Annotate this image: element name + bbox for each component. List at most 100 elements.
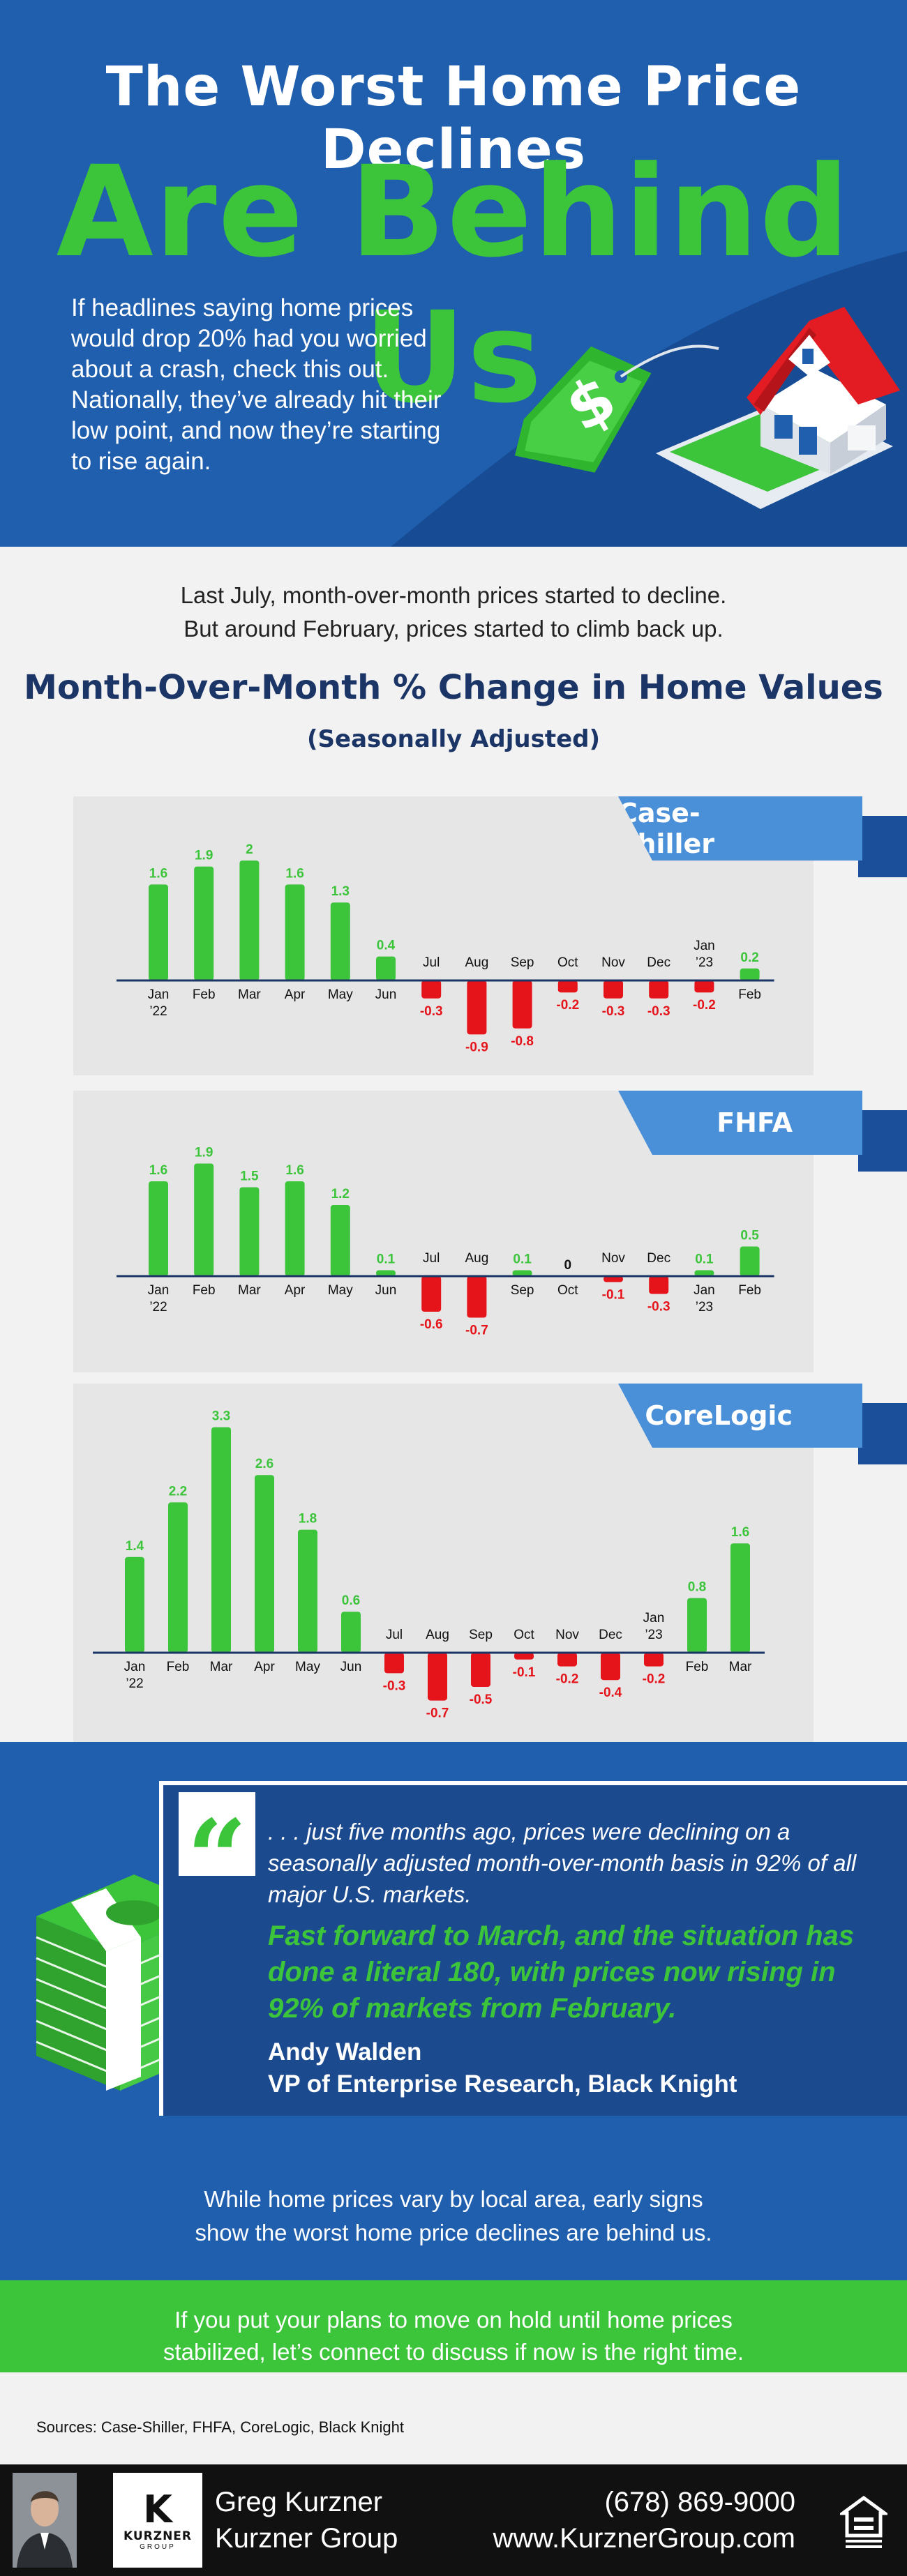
tick-label-1: Jan ’22 [124, 1660, 146, 1691]
data-label-4: 1.6 [285, 1163, 303, 1178]
badge-ribbon [858, 1110, 907, 1172]
bar-7 [421, 1276, 442, 1312]
quote-author: Andy Walden [268, 2038, 422, 2066]
data-label-11: -0.3 [602, 1004, 625, 1019]
bar-11 [557, 1653, 577, 1667]
bar-6 [376, 1270, 396, 1276]
bar-14 [740, 1246, 760, 1276]
badge-ribbon [858, 1403, 907, 1464]
data-label-3: 2 [246, 842, 253, 857]
quote-box: “ . . . just five months ago, prices wer… [159, 1781, 907, 2116]
data-label-3: 1.5 [240, 1169, 259, 1184]
chart-section-subtitle: (Seasonally Adjusted) [306, 725, 601, 753]
fhfa-badge: FHFA [618, 1091, 862, 1155]
bar-9 [512, 1270, 532, 1276]
closing-section [0, 2126, 907, 2280]
tick-label-5: May [328, 1283, 353, 1298]
data-label-2: 1.9 [195, 1146, 213, 1160]
bar-14 [687, 1598, 707, 1653]
hero-intro-text: If headlines saying home prices would dr… [71, 294, 442, 475]
bar-2 [168, 1502, 188, 1653]
website-link[interactable]: www.KurznerGroup.com [493, 2523, 795, 2554]
data-label-11: -0.1 [602, 1288, 625, 1303]
tick-label-2: Feb [167, 1660, 190, 1674]
price-tag-icon: $ [514, 344, 719, 473]
tick-label-6: Jun [340, 1660, 362, 1674]
bar-13 [694, 1270, 714, 1276]
tick-label-11: Nov [601, 955, 625, 970]
cta-line-1: If you put your plans to move on hold un… [174, 2307, 733, 2333]
sources-note: Sources: Case-Shiller, FHFA, CoreLogic, … [36, 2418, 405, 2436]
tick-label-7: Jul [386, 1628, 403, 1642]
data-label-13: -0.2 [693, 998, 716, 1013]
tick-label-14: Feb [686, 1660, 709, 1674]
tick-label-5: May [328, 987, 353, 1002]
corelogic-chart: 1.4 Jan ’22 2.2 Feb 3.3 Mar 2.6 Apr 1.8 May 0.6 Jun -… [93, 1409, 765, 1721]
logo-sub: GROUP [140, 2543, 176, 2551]
chart-panel-fhfa: 1.6 Jan ’22 1.9 Feb 1.5 Mar 1.6 Apr 1.2 May 0.1 Jun -… [73, 1091, 907, 1372]
chart-section-title: Month-Over-Month % Change in Home Values [24, 668, 883, 707]
chart-panel-case-shiller: 1.6 Jan ’22 1.9 Feb 2 Mar 1.6 Apr 1.3 May 0.4 Jun -0.… [73, 796, 907, 1075]
bar-11 [604, 1276, 623, 1282]
house-icon [656, 307, 900, 509]
bar-5 [330, 902, 350, 980]
tick-label-12: Dec [647, 955, 670, 970]
bar-9 [512, 980, 532, 1029]
tick-label-3: Mar [210, 1660, 233, 1674]
tick-label-3: Mar [238, 987, 261, 1002]
data-label-12: -0.3 [647, 1300, 670, 1314]
tick-label-6: Jun [375, 987, 397, 1002]
data-label-7: -0.3 [420, 1004, 443, 1019]
tick-label-10: Oct [557, 1283, 578, 1298]
tick-label-9: Sep [511, 955, 534, 970]
data-label-14: 0.2 [740, 950, 758, 965]
bar-13 [644, 1653, 664, 1667]
intro-line-2: But around February, prices started to c… [183, 616, 724, 642]
contact-info: (678) 869-9000 www.KurznerGroup.com [493, 2484, 795, 2556]
closing-line-2: show the worst home price declines are b… [195, 2220, 712, 2245]
quote-author-role: VP of Enterprise Research, Black Knight [268, 2070, 737, 2098]
bar-1 [125, 1556, 144, 1653]
data-label-14: 0.5 [740, 1229, 759, 1243]
tick-label-7: Jul [423, 1251, 440, 1266]
tick-label-14: Feb [738, 1283, 761, 1298]
tick-label-5: May [295, 1660, 320, 1674]
tick-label-4: Apr [285, 987, 306, 1002]
tick-label-1: Jan ’22 [148, 1283, 170, 1314]
bar-7 [421, 980, 442, 999]
bar-8 [428, 1653, 447, 1701]
bar-10 [514, 1653, 534, 1660]
data-label-5: 1.2 [331, 1187, 350, 1202]
data-label-11: -0.2 [556, 1672, 579, 1687]
bar-3 [239, 861, 260, 980]
tick-label-3: Mar [238, 1283, 261, 1298]
data-label-8: -0.9 [465, 1040, 488, 1054]
call-to-action: If you put your plans to move on hold un… [0, 2280, 907, 2372]
hero-headline: Are Behind Us [56, 139, 851, 431]
tick-label-4: Apr [254, 1660, 275, 1674]
badge-ribbon [858, 816, 907, 877]
data-label-3: 3.3 [212, 1409, 230, 1424]
bar-1 [149, 884, 168, 980]
data-label-2: 1.9 [195, 849, 213, 863]
bar-4 [285, 884, 305, 980]
tick-label-15: Mar [729, 1660, 752, 1674]
tick-label-9: Sep [469, 1628, 493, 1642]
data-label-1: 1.6 [149, 1163, 167, 1178]
data-label-6: 0.4 [377, 939, 396, 953]
case-shiller-chart: 1.6 Jan ’22 1.9 Feb 2 Mar 1.6 Apr 1.3 May 0.4 Jun -0.… [117, 842, 774, 1054]
data-label-5: 1.8 [299, 1512, 317, 1526]
tick-label-2: Feb [193, 987, 216, 1002]
bar-6 [376, 956, 396, 980]
bar-9 [471, 1653, 490, 1687]
intro-line-1: Last July, month-over-month prices start… [180, 582, 727, 608]
hero-banner: The Worst Home Price Declines Are Behind… [0, 0, 907, 547]
data-label-4: 2.6 [255, 1457, 273, 1471]
tick-label-1: Jan ’22 [148, 987, 170, 1019]
phone-number[interactable]: (678) 869-9000 [604, 2487, 795, 2517]
bar-4 [255, 1475, 274, 1653]
data-label-14: 0.8 [688, 1580, 706, 1595]
tick-label-8: Aug [465, 955, 488, 970]
bar-15 [730, 1543, 750, 1653]
bar-5 [298, 1529, 317, 1653]
